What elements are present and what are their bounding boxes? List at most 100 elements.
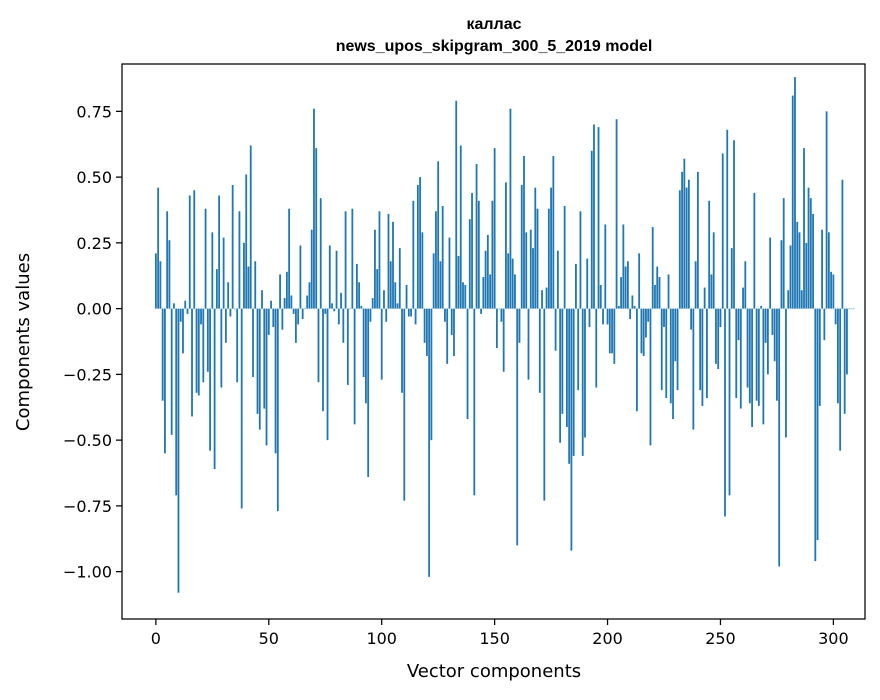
bar-component-59 xyxy=(288,208,291,309)
bar-component-170 xyxy=(538,308,541,393)
bar-component-232 xyxy=(678,190,681,309)
bar-component-10 xyxy=(177,308,180,593)
bar-component-219 xyxy=(649,308,652,446)
bar-component-132 xyxy=(453,308,455,356)
bar-component-13 xyxy=(184,300,187,309)
bar-component-70 xyxy=(313,108,315,309)
bar-component-242 xyxy=(701,308,704,406)
bar-component-92 xyxy=(362,308,365,378)
bar-component-147 xyxy=(486,234,489,309)
bar-component-140 xyxy=(471,192,473,309)
bar-component-281 xyxy=(789,245,792,309)
bar-component-300 xyxy=(832,274,835,309)
bar-component-188 xyxy=(579,211,582,309)
bar-component-261 xyxy=(744,261,747,309)
bar-component-228 xyxy=(669,308,672,404)
bar-component-276 xyxy=(778,308,781,567)
bar-component-218 xyxy=(647,308,650,322)
bar-component-274 xyxy=(773,308,776,362)
bar-component-209 xyxy=(626,261,629,309)
bar-component-129 xyxy=(446,308,449,364)
bar-component-206 xyxy=(620,277,622,309)
bar-component-208 xyxy=(624,266,627,309)
bar-component-35 xyxy=(234,308,236,310)
bar-component-299 xyxy=(830,271,833,309)
bar-component-238 xyxy=(692,308,695,430)
bar-component-89 xyxy=(355,263,358,309)
bar-component-222 xyxy=(656,266,659,309)
y-tick-label: 0.75 xyxy=(76,102,112,121)
bar-component-113 xyxy=(410,308,412,317)
bar-component-289 xyxy=(807,187,810,309)
bar-component-82 xyxy=(340,292,342,309)
bar-component-145 xyxy=(482,277,485,309)
bar-component-226 xyxy=(665,308,668,399)
bar-component-215 xyxy=(640,308,643,354)
bar-component-257 xyxy=(735,308,738,399)
y-axis: 0.75 0.50 0.25 0.00 −0.25 −0.50 −0.75 −1.00 xyxy=(63,102,122,582)
bar-component-61 xyxy=(292,308,295,314)
bar-component-175 xyxy=(550,187,552,309)
bar-component-233 xyxy=(681,171,683,309)
bar-component-248 xyxy=(715,308,717,364)
bar-component-99 xyxy=(378,211,381,309)
bar-component-266 xyxy=(755,308,758,401)
bar-component-287 xyxy=(803,148,805,309)
bar-component-85 xyxy=(346,308,349,385)
bar-component-41 xyxy=(247,266,250,309)
bar-component-201 xyxy=(608,308,611,354)
bar-component-98 xyxy=(376,269,379,309)
bar-component-249 xyxy=(717,308,720,370)
bar-component-273 xyxy=(771,308,774,335)
bar-component-177 xyxy=(554,308,557,351)
bar-component-167 xyxy=(532,248,534,309)
bar-component-23 xyxy=(206,308,209,372)
bar-component-148 xyxy=(489,274,492,309)
bar-component-245 xyxy=(708,200,711,309)
bar-component-122 xyxy=(430,308,433,441)
bar-component-79 xyxy=(333,308,336,312)
bar-component-211 xyxy=(631,295,634,309)
bar-component-128 xyxy=(444,308,446,322)
bar-component-180 xyxy=(561,308,564,414)
x-tick-label: 250 xyxy=(705,629,736,648)
bar-component-72 xyxy=(317,308,320,383)
bar-component-95 xyxy=(369,308,372,322)
bar-component-11 xyxy=(179,308,182,322)
bar-component-280 xyxy=(787,290,790,309)
bar-component-7 xyxy=(170,308,173,435)
bar-component-87 xyxy=(351,208,354,309)
bar-component-253 xyxy=(726,129,729,309)
bar-component-52 xyxy=(272,308,275,328)
bar-component-264 xyxy=(751,308,753,427)
bar-component-119 xyxy=(423,308,426,343)
bar-component-75 xyxy=(324,308,327,314)
bar-component-173 xyxy=(545,287,548,309)
bar-component-97 xyxy=(374,229,376,309)
x-tick-label: 100 xyxy=(366,629,397,648)
x-axis: 0 50 100 150 200 250 300 xyxy=(151,619,849,648)
bar-component-22 xyxy=(204,208,207,309)
bar-component-160 xyxy=(516,308,519,546)
bar-component-86 xyxy=(349,308,351,310)
bar-component-236 xyxy=(687,179,690,309)
bar-component-186 xyxy=(575,263,577,309)
x-tick-label: 300 xyxy=(818,629,849,648)
bar-component-309 xyxy=(852,308,855,310)
bar-series xyxy=(154,77,855,593)
bar-component-48 xyxy=(263,308,266,409)
bar-component-224 xyxy=(660,308,663,391)
bar-component-88 xyxy=(353,308,356,425)
bar-component-109 xyxy=(401,308,403,393)
bar-component-142 xyxy=(475,163,478,309)
bar-component-184 xyxy=(570,308,573,551)
bar-component-162 xyxy=(520,185,523,309)
bar-component-141 xyxy=(473,308,476,496)
bar-component-256 xyxy=(733,140,735,309)
bar-component-25 xyxy=(211,232,214,309)
bar-component-57 xyxy=(283,298,286,309)
bar-component-115 xyxy=(414,308,417,325)
bar-component-169 xyxy=(536,208,539,309)
bar-component-0 xyxy=(154,253,157,309)
